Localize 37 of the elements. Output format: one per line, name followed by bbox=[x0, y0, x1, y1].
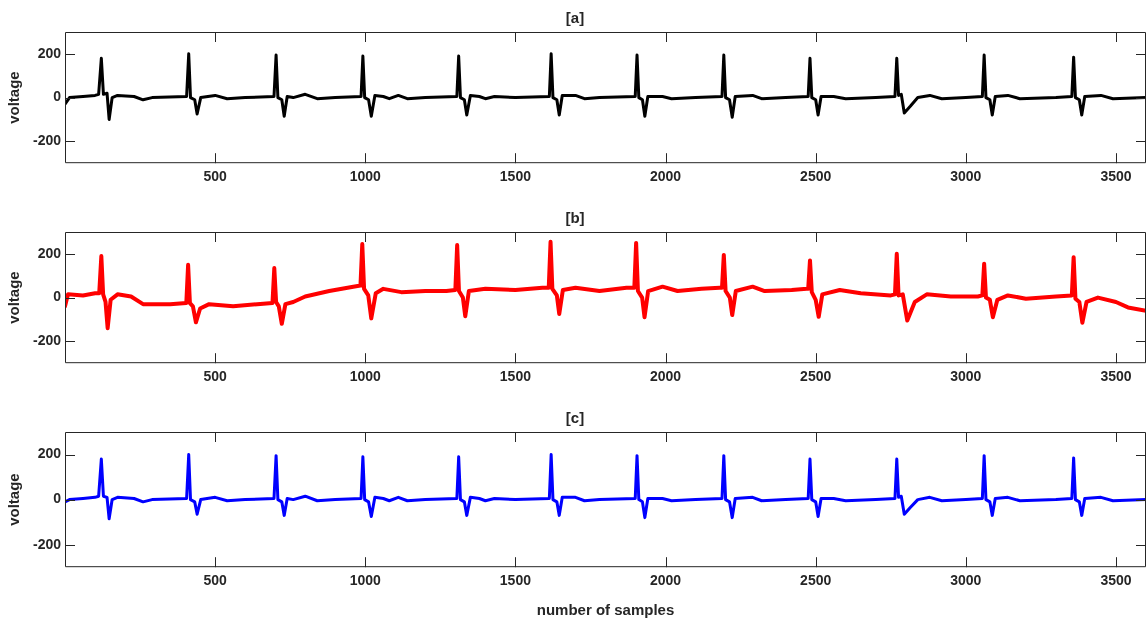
x-tick-label: 2500 bbox=[800, 368, 832, 385]
x-tick-label: 1000 bbox=[349, 168, 382, 185]
x-tick-label: 3000 bbox=[950, 368, 982, 385]
y-axis-title: voltage bbox=[5, 271, 23, 324]
x-tick-label: 1500 bbox=[499, 168, 532, 185]
x-tick-label: 3500 bbox=[1100, 368, 1132, 385]
x-tick-label: 1500 bbox=[499, 368, 532, 385]
x-tick-label: 2000 bbox=[649, 168, 682, 185]
chart-title: [b] bbox=[565, 209, 585, 227]
x-tick-label: 500 bbox=[203, 368, 228, 385]
y-tick-label: 200 bbox=[37, 445, 62, 462]
x-tick-label: 2500 bbox=[800, 168, 832, 185]
x-tick-label: 3500 bbox=[1100, 572, 1132, 589]
x-tick-label: 3500 bbox=[1100, 168, 1132, 185]
y-tick-label: -200 bbox=[32, 535, 62, 552]
y-tick-label: 0 bbox=[53, 88, 62, 105]
x-tick-label: 1500 bbox=[499, 572, 532, 589]
x-tick-label: 1000 bbox=[349, 572, 382, 589]
x-tick-label: 500 bbox=[203, 168, 228, 185]
x-tick-label: 3000 bbox=[950, 168, 982, 185]
y-axis-title: voltage bbox=[5, 71, 23, 124]
y-tick-label: -200 bbox=[32, 132, 62, 149]
y-tick-label: 200 bbox=[37, 244, 62, 261]
y-tick-label: -200 bbox=[32, 332, 62, 349]
chart-title: [a] bbox=[565, 9, 585, 27]
y-axis-title: voltage bbox=[5, 473, 23, 526]
x-tick-label: 2000 bbox=[649, 368, 682, 385]
x-tick-label: 500 bbox=[203, 572, 228, 589]
x-tick-label: 3000 bbox=[950, 572, 982, 589]
x-tick-label: 2500 bbox=[800, 572, 832, 589]
y-tick-label: 0 bbox=[53, 490, 62, 507]
y-tick-label: 0 bbox=[53, 288, 62, 305]
y-tick-label: 200 bbox=[37, 44, 62, 61]
x-tick-label: 2000 bbox=[649, 572, 682, 589]
x-axis-title: number of samples bbox=[536, 601, 675, 619]
chart-title: [c] bbox=[565, 409, 585, 427]
x-tick-label: 1000 bbox=[349, 368, 382, 385]
